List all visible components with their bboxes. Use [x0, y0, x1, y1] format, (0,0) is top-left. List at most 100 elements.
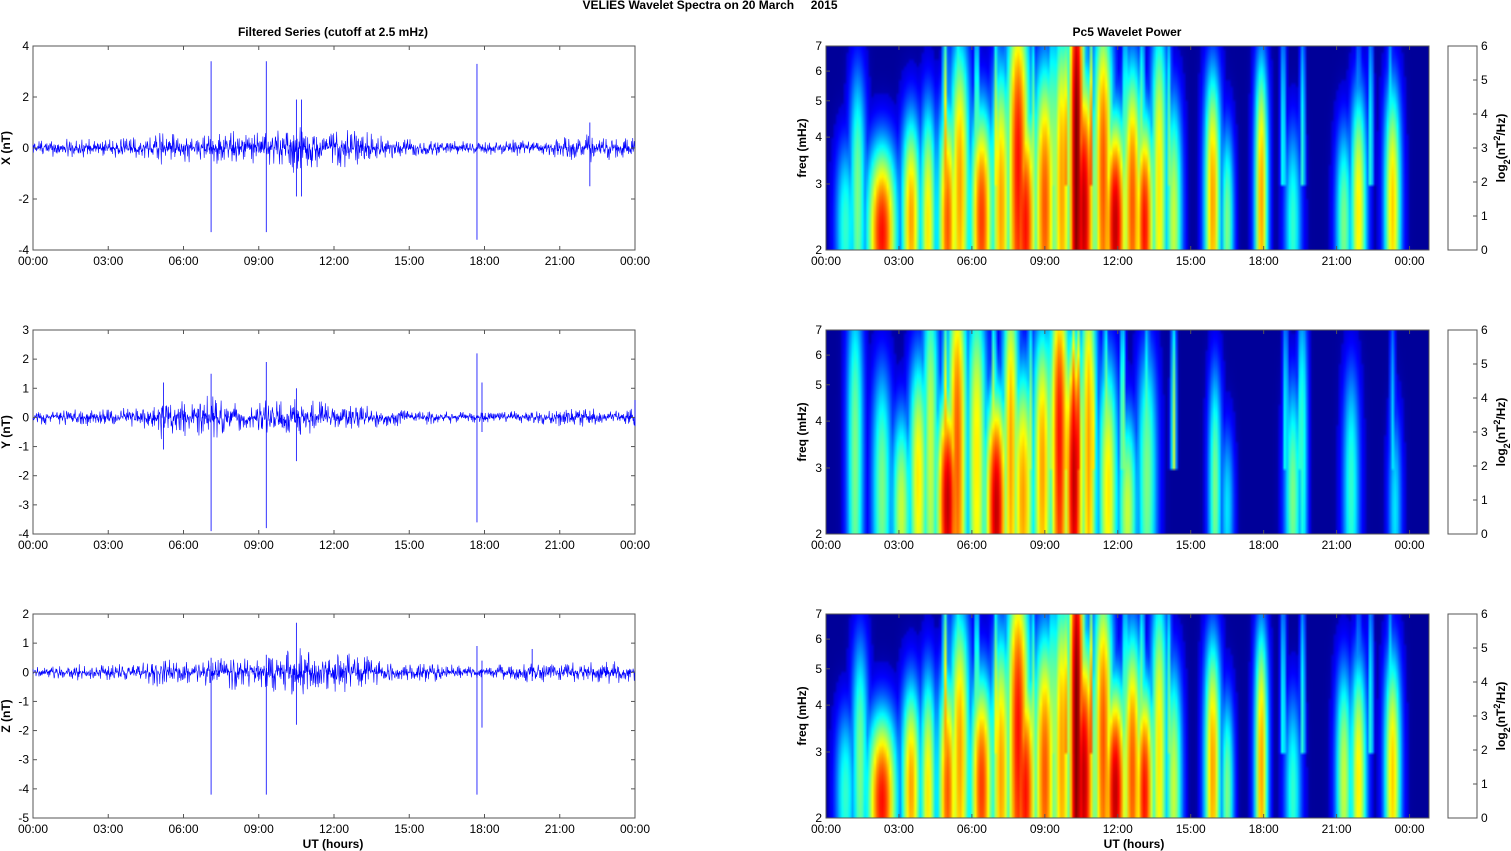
colorbar-tick-label: 2 — [1481, 175, 1488, 189]
y-tick-label: 2 — [815, 243, 822, 257]
x-tick-label: 21:00 — [1322, 254, 1352, 268]
x-tick-label: 12:00 — [319, 538, 349, 552]
colorbar-tick-label: 0 — [1481, 527, 1488, 541]
y-tick-label: 3 — [22, 323, 29, 337]
y-tick-label: 2 — [815, 527, 822, 541]
x-tick-label: 00:00 — [620, 254, 650, 268]
x-tick-label: 09:00 — [1030, 254, 1060, 268]
x-tick-label: 03:00 — [93, 254, 123, 268]
colorbar-tick-label: 4 — [1481, 107, 1488, 121]
wavelet-panel-2: 2 3 4 5 6 7 00:00 03:00 06:00 09:00 12:00 15:00 18:0… — [795, 607, 1511, 836]
y-tick-label: -3 — [18, 498, 29, 512]
colorbar-tick-label: 6 — [1481, 39, 1488, 53]
series-trace — [32, 127, 636, 173]
y-axis-label: freq (mHz) — [795, 686, 809, 745]
y-axis-label: Y (nT) — [0, 415, 13, 449]
colorbar-label: log2(nT2/Hz) — [1492, 682, 1511, 751]
colorbar-tick-label: 1 — [1481, 777, 1488, 791]
x-tick-label: 06:00 — [168, 822, 198, 836]
x-tick-label: 00:00 — [1395, 822, 1425, 836]
y-tick-label: -4 — [18, 782, 29, 796]
x-tick-label: 21:00 — [1322, 822, 1352, 836]
x-tick-label: 03:00 — [93, 538, 123, 552]
y-tick-label: 7 — [815, 323, 822, 337]
x-tick-label: 00:00 — [18, 254, 48, 268]
y-tick-label: 5 — [815, 662, 822, 676]
colorbar-tick-label: 5 — [1481, 357, 1488, 371]
plot-area — [32, 329, 636, 535]
y-tick-label: 3 — [815, 177, 822, 191]
colorbar — [1447, 613, 1478, 819]
x-tick-label: 09:00 — [244, 254, 274, 268]
x-tick-label: 12:00 — [1103, 254, 1133, 268]
x-tick-label: 09:00 — [1030, 822, 1060, 836]
y-tick-label: 1 — [22, 636, 29, 650]
wavelet-power-image — [826, 46, 1429, 250]
y-axis-label: Z (nT) — [0, 699, 13, 732]
y-tick-label: 4 — [815, 130, 822, 144]
x-tick-label: 00:00 — [18, 822, 48, 836]
x-tick-label: 15:00 — [1176, 538, 1206, 552]
y-tick-label: 0 — [22, 410, 29, 424]
wavelet-panel-1: 2 3 4 5 6 7 00:00 03:00 06:00 09:00 12:00 15:00 18:0… — [795, 323, 1511, 552]
x-tick-label: 09:00 — [244, 822, 274, 836]
colorbar-tick-label: 3 — [1481, 425, 1488, 439]
x-tick-label: 00:00 — [1395, 254, 1425, 268]
figure-suptitle: VELIES Wavelet Spectra on 20 March 2015 — [583, 0, 838, 12]
x-tick-label: 15:00 — [394, 538, 424, 552]
timeseries-panel-x: -4 -2 0 2 4 00:00 03:00 06:00 09:00 12:00 15:00 18:… — [0, 39, 650, 268]
y-axis-label: freq (mHz) — [795, 402, 809, 461]
y-tick-label: -4 — [18, 243, 29, 257]
y-tick-label: 7 — [815, 39, 822, 53]
y-tick-label: -2 — [18, 469, 29, 483]
y-tick-label: -4 — [18, 527, 29, 541]
wavelet-power-image — [826, 614, 1429, 818]
colorbar-tick-label: 5 — [1481, 73, 1488, 87]
x-tick-label: 00:00 — [811, 822, 841, 836]
y-tick-label: 3 — [815, 461, 822, 475]
left-xlabel: UT (hours) — [303, 837, 364, 851]
y-tick-label: -1 — [18, 694, 29, 708]
y-tick-label: 6 — [815, 348, 822, 362]
colorbar-tick-label: 5 — [1481, 641, 1488, 655]
y-axis-label: X (nT) — [0, 131, 13, 165]
plot-frame — [825, 329, 1430, 535]
x-tick-label: 03:00 — [884, 822, 914, 836]
x-tick-label: 00:00 — [620, 538, 650, 552]
colorbar-tick-label: 2 — [1481, 743, 1488, 757]
y-tick-label: 4 — [22, 39, 29, 53]
colorbar-tick-label: 6 — [1481, 607, 1488, 621]
x-tick-label: 06:00 — [957, 822, 987, 836]
x-tick-label: 03:00 — [884, 538, 914, 552]
x-tick-label: 00:00 — [811, 538, 841, 552]
colorbar — [1447, 329, 1478, 535]
x-tick-label: 09:00 — [244, 538, 274, 552]
colorbar-tick-label: 1 — [1481, 493, 1488, 507]
colorbar-tick-label: 4 — [1481, 675, 1488, 689]
y-tick-label: 7 — [815, 607, 822, 621]
y-tick-label: 0 — [22, 141, 29, 155]
plot-area — [32, 613, 636, 819]
colorbar-tick-label: 3 — [1481, 141, 1488, 155]
timeseries-panel-y: -4 -3 -2 -1 0 1 2 3 00:00 03:00 06:00 09:00 12:00 15:… — [0, 323, 650, 552]
y-tick-label: 2 — [815, 811, 822, 825]
timeseries-panel-z: -5 -4 -3 -2 -1 0 1 2 00:00 03:00 06:00 09:00 12:00 15… — [0, 607, 650, 836]
plot-frame — [825, 613, 1430, 819]
y-tick-label: 5 — [815, 378, 822, 392]
y-tick-label: 1 — [22, 381, 29, 395]
x-tick-label: 21:00 — [545, 538, 575, 552]
panels: -4 -2 0 2 4 00:00 03:00 06:00 09:00 12:00 15:00 18:… — [0, 39, 1511, 836]
y-tick-label: 5 — [815, 94, 822, 108]
y-tick-label: 2 — [22, 607, 29, 621]
y-tick-label: -2 — [18, 192, 29, 206]
colorbar-tick-label: 4 — [1481, 391, 1488, 405]
x-tick-label: 06:00 — [168, 538, 198, 552]
colorbar-tick-label: 0 — [1481, 811, 1488, 825]
x-tick-label: 00:00 — [620, 822, 650, 836]
colorbar-label: log2(nT2/Hz) — [1492, 114, 1511, 183]
x-tick-label: 21:00 — [1322, 538, 1352, 552]
y-tick-label: -3 — [18, 753, 29, 767]
x-tick-label: 06:00 — [957, 254, 987, 268]
y-tick-label: 3 — [815, 745, 822, 759]
x-tick-label: 18:00 — [469, 822, 499, 836]
